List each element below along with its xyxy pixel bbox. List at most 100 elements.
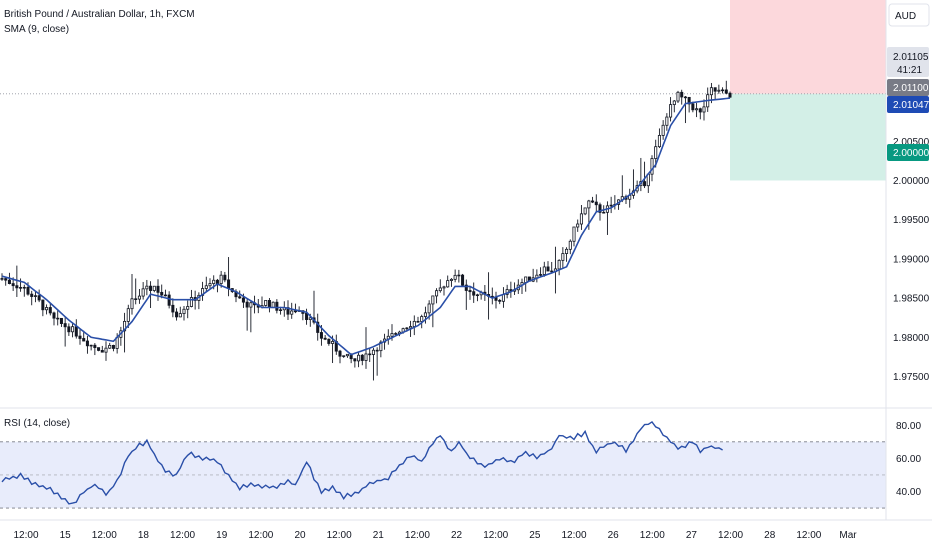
last-price-label: 2.01105 [893,52,929,63]
candle [293,303,297,314]
rsi-axis[interactable]: 40.00 60.00 80.00 [896,421,921,498]
candle [323,334,327,341]
candle [721,87,725,94]
candle [275,299,279,314]
take-profit-zone[interactable] [730,93,886,181]
last-price-tag [887,47,929,77]
candle [657,128,661,149]
candle [609,196,613,214]
time-tick-label: 12:00 [561,530,586,541]
candle [338,349,342,364]
sma-legend[interactable]: SMA (9, close) [4,24,69,35]
candle [353,358,357,368]
time-tick-label: 12:00 [92,530,117,541]
candle [104,341,108,361]
rsi-tick-label: 60.00 [896,454,921,465]
candle [189,289,193,308]
candle [375,347,379,376]
candle [568,239,572,255]
candle [45,304,49,315]
candle [41,299,45,317]
rsi-line [1,420,723,505]
candle [290,302,294,319]
candle [576,219,580,232]
candle [249,301,253,333]
candle [63,317,67,347]
candle [264,300,268,307]
candle [327,338,331,346]
candle [78,329,82,345]
time-tick-label: 21 [373,530,385,541]
candle [223,271,227,283]
candle [423,306,427,324]
candle [52,311,56,326]
candle [141,282,145,300]
candle [591,196,595,204]
candle [669,97,673,122]
candle [186,300,190,319]
candle [316,313,320,341]
candle [108,342,112,349]
rsi-legend[interactable]: RSI (14, close) [4,418,70,429]
candle [137,289,141,304]
candle [713,87,717,99]
rsi-tick-label: 80.00 [896,421,921,432]
candle [472,282,476,303]
candle [542,261,546,277]
candle [546,261,550,272]
candle [0,273,4,281]
candle [156,279,160,301]
symbol-legend[interactable]: British Pound / Australian Dollar, 1h, F… [4,9,195,20]
candle [22,284,26,297]
time-tick-label: 12:00 [170,530,195,541]
candle [15,265,19,297]
time-tick-label: 19 [216,530,228,541]
candle [676,90,680,103]
candle [643,161,647,189]
candle [59,317,63,327]
candle [594,194,598,213]
time-tick-label: 12:00 [796,530,821,541]
candle [557,259,561,276]
candle [416,316,420,323]
candle [724,80,728,95]
time-tick-label: 28 [764,530,776,541]
target-price-tag [887,144,929,161]
time-tick-label: 12:00 [327,530,352,541]
candle [687,96,691,113]
candle [475,293,479,302]
time-axis[interactable]: 12:00 15 12:00 18 12:00 19 12:00 20 12:00 21 12:00… [13,530,857,541]
candle [579,205,583,230]
sma-price-tag [887,96,929,113]
candle [160,284,164,299]
rsi-tick-label: 40.00 [896,487,921,498]
stop-loss-zone[interactable] [730,0,886,94]
sma-line [1,97,731,356]
candle [561,247,565,269]
time-tick-label: 22 [451,530,463,541]
close-price-tag [887,79,929,96]
candle [435,288,439,304]
candle [130,274,134,315]
candle [728,91,732,98]
candle [464,279,468,310]
candle [665,113,669,131]
candle [702,99,706,121]
candle [245,299,249,331]
candle [100,345,104,353]
candle [357,352,361,368]
candle [683,95,687,124]
candle [360,354,364,366]
candle [438,279,442,293]
price-tick-label: 2.00000 [893,176,930,187]
currency-badge[interactable] [888,3,930,27]
time-tick-label: 25 [529,530,541,541]
price-tags: 2.01105 41:21 2.01100 2.01047 2.00000 [887,47,930,161]
price-tick-label: 1.99000 [893,254,930,265]
candle [178,306,182,318]
candle [602,205,606,214]
time-tick-label: 18 [138,530,150,541]
price-tick-label: 1.97500 [893,372,930,383]
